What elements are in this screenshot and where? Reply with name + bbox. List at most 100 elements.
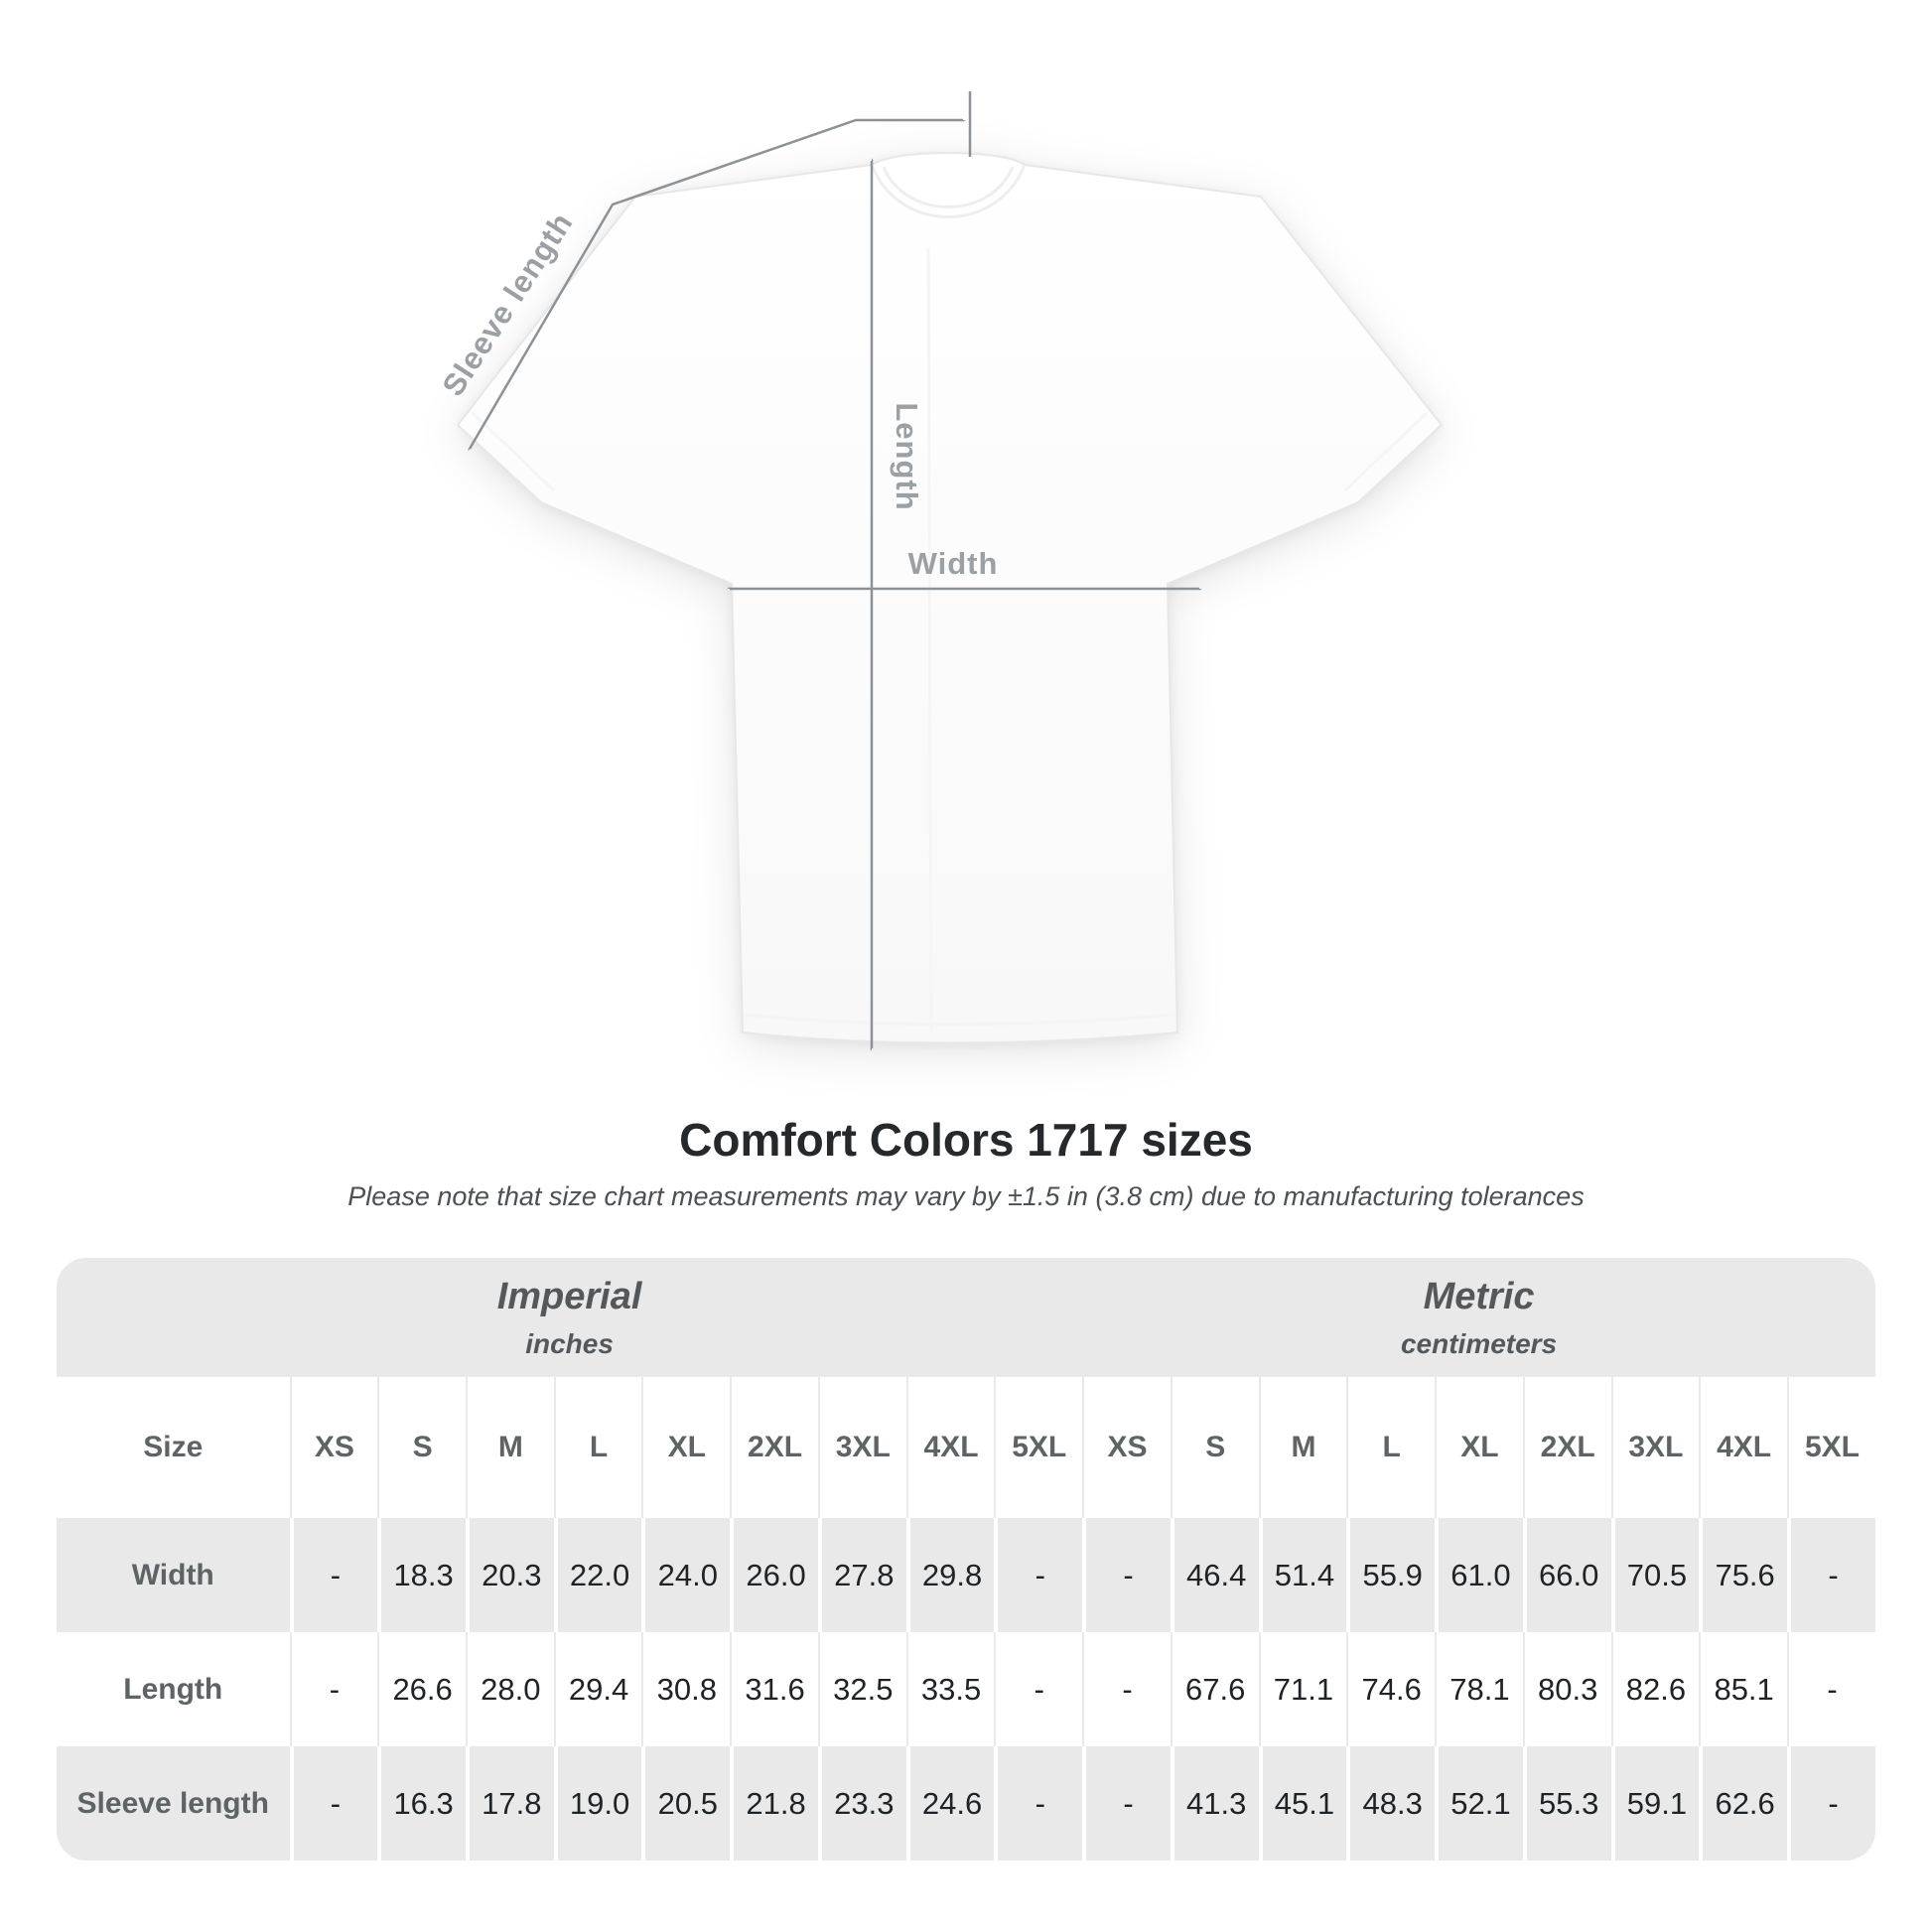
measurement-cell: - (994, 1632, 1083, 1747)
tshirt-measurement-diagram: Sleeve length Length Width (436, 91, 1444, 1110)
measurement-cell: 55.9 (1346, 1518, 1436, 1633)
measurement-cell: 62.6 (1699, 1746, 1787, 1862)
size-col-header-imperial-m: M (465, 1377, 554, 1519)
measurement-cell: 32.5 (817, 1632, 906, 1747)
row-label: Sleeve length (57, 1746, 290, 1862)
measurement-cell: 16.3 (377, 1746, 466, 1862)
size-col-header-metric-xs: XS (1082, 1377, 1171, 1519)
measurement-cell: 20.5 (641, 1746, 731, 1862)
table-row-length: Length -26.6 28.0 29.4 30.8 31.6 32.5 33.5- -67.… (57, 1632, 1875, 1747)
measurement-cell: 24.0 (641, 1518, 731, 1633)
measurement-cell: - (994, 1746, 1083, 1862)
size-col-header-imperial-s: S (377, 1377, 466, 1519)
imperial-group-header: Imperial inches (57, 1258, 1083, 1378)
size-col-header-imperial-3xl: 3XL (817, 1377, 906, 1519)
size-col-header-imperial-2xl: 2XL (730, 1377, 818, 1519)
measurement-cell: 78.1 (1435, 1632, 1523, 1747)
measurement-cell: - (289, 1746, 378, 1862)
right-cuff-seam (1343, 411, 1429, 492)
measurement-cell: 74.6 (1346, 1632, 1436, 1747)
measurement-cell: - (1082, 1746, 1171, 1862)
table-row-width: Width -18.3 20.3 22.0 24.0 26.0 27.8 29.8- -46.4… (57, 1518, 1875, 1633)
hem-seam (744, 1013, 1176, 1027)
measurement-cell: 46.4 (1170, 1518, 1259, 1633)
width-label: Width (908, 546, 999, 581)
size-col-header-metric-2xl: 2XL (1522, 1377, 1611, 1519)
size-col-header-imperial-4xl: 4XL (905, 1377, 995, 1519)
measurement-cell: - (289, 1518, 378, 1633)
measurement-cell: 28.0 (465, 1632, 554, 1747)
size-table-body: Width -18.3 20.3 22.0 24.0 26.0 27.8 29.8- -46.4… (57, 1518, 1875, 1862)
measurement-cell: - (1082, 1518, 1171, 1633)
size-col-header-imperial-xs: XS (289, 1377, 378, 1519)
measurement-cell: 29.4 (553, 1632, 642, 1747)
measurement-cell: 82.6 (1610, 1632, 1700, 1747)
size-col-header-metric-m: M (1258, 1377, 1347, 1519)
size-col-header-metric-xl: XL (1435, 1377, 1523, 1519)
size-table: Imperial inches Metric centimeters Size … (57, 1258, 1875, 1862)
tshirt-graphic (456, 152, 1444, 1044)
metric-group-header: Metric centimeters (1082, 1258, 1875, 1378)
measurement-cell: 75.6 (1699, 1518, 1787, 1633)
measurement-cell: - (289, 1632, 378, 1747)
measurement-cell: 52.1 (1435, 1746, 1523, 1862)
measurement-cell: 80.3 (1522, 1632, 1611, 1747)
measurement-cell: - (994, 1518, 1083, 1633)
measurement-cell: 30.8 (641, 1632, 731, 1747)
size-col-header-metric-s: S (1170, 1377, 1259, 1519)
size-col-header-metric-4xl: 4XL (1699, 1377, 1787, 1519)
row-label: Length (57, 1632, 290, 1747)
measurement-cell: 41.3 (1170, 1746, 1259, 1862)
table-row-sleeve-length: Sleeve length -16.3 17.8 19.0 20.5 21.8 23.3 24… (57, 1746, 1875, 1862)
size-col-header-metric-l: L (1346, 1377, 1436, 1519)
measurement-cell: - (1787, 1746, 1875, 1862)
size-col-header-metric-5xl: 5XL (1787, 1377, 1875, 1519)
measurement-cell: 18.3 (377, 1518, 466, 1633)
measurement-cell: 19.0 (553, 1746, 642, 1862)
size-col-header-imperial-xl: XL (641, 1377, 731, 1519)
measurement-cell: - (1787, 1518, 1875, 1633)
measurement-cell: 22.0 (553, 1518, 642, 1633)
measurement-cell: 71.1 (1258, 1632, 1347, 1747)
unit-header-row: Imperial inches Metric centimeters (57, 1258, 1875, 1378)
measurement-cell: 55.3 (1522, 1746, 1611, 1862)
size-column-header: Size (57, 1377, 290, 1519)
measurement-cell: 59.1 (1610, 1746, 1700, 1862)
tolerance-note: Please note that size chart measurements… (347, 1180, 1585, 1211)
measurement-cell: 61.0 (1435, 1518, 1523, 1633)
measurement-cell: 29.8 (905, 1518, 995, 1633)
imperial-title: Imperial (496, 1275, 642, 1317)
size-col-header-metric-3xl: 3XL (1610, 1377, 1700, 1519)
size-col-header-imperial-5xl: 5XL (994, 1377, 1083, 1519)
sleeve-length-arrow (470, 118, 963, 449)
page-title: Comfort Colors 1717 sizes (679, 1114, 1253, 1166)
measurement-cell: 45.1 (1258, 1746, 1347, 1862)
size-table-wrap: Imperial inches Metric centimeters Size … (57, 1258, 1875, 1862)
measurement-cell: 23.3 (817, 1746, 906, 1862)
measurement-cell: 26.0 (730, 1518, 818, 1633)
metric-title: Metric (1423, 1275, 1535, 1317)
length-label: Length (890, 402, 924, 510)
measurement-cell: 67.6 (1170, 1632, 1259, 1747)
measurement-cell: 27.8 (817, 1518, 906, 1633)
metric-unit: centimeters (1400, 1327, 1558, 1359)
measurement-cell: 26.6 (377, 1632, 466, 1747)
measurement-cell: 70.5 (1610, 1518, 1700, 1633)
measurement-cell: 85.1 (1699, 1632, 1787, 1747)
measurement-cell: 20.3 (465, 1518, 554, 1633)
size-col-header-imperial-l: L (553, 1377, 642, 1519)
measurement-cell: - (1082, 1632, 1171, 1747)
measurement-cell: - (1787, 1632, 1875, 1747)
measurement-cell: 66.0 (1522, 1518, 1611, 1633)
imperial-unit: inches (525, 1327, 614, 1359)
measurement-cell: 21.8 (730, 1746, 818, 1862)
measurement-cell: 31.6 (730, 1632, 818, 1747)
measurement-cell: 48.3 (1346, 1746, 1436, 1862)
measurement-cell: 33.5 (905, 1632, 995, 1747)
measurement-cell: 17.8 (465, 1746, 554, 1862)
row-label: Width (57, 1518, 290, 1633)
measurement-cell: 24.6 (905, 1746, 995, 1862)
measurement-cell: 51.4 (1258, 1518, 1347, 1633)
size-header-row: Size XS S M L XL 2XL 3XL 4XL 5XL XS S M L XL 2XL 3XL 4XL… (57, 1377, 1875, 1519)
